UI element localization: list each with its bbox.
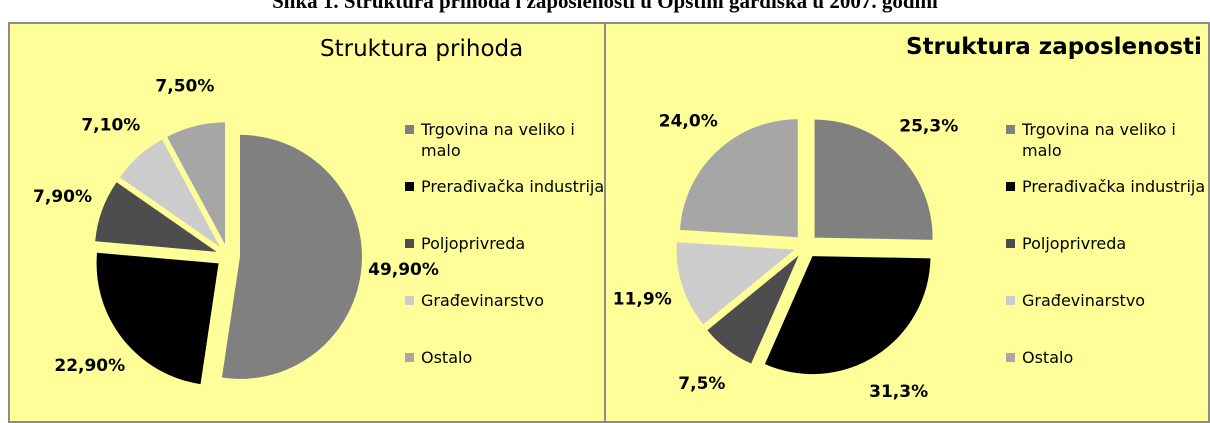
- data-label: 7,50%: [155, 76, 214, 96]
- data-label: 22,90%: [54, 356, 125, 376]
- legend-label: Poljoprivreda: [421, 234, 526, 253]
- legend-swatch: [1006, 182, 1015, 191]
- pie-slice: [707, 255, 799, 364]
- pie-slice: [676, 242, 795, 325]
- legend-entry: Građevinarstvo: [405, 290, 604, 311]
- chart-title: Struktura zaposlenosti: [906, 34, 1202, 60]
- data-label: 25,3%: [899, 117, 958, 137]
- pie-chart: 49,90% 22,90% 7,90% 7,10% 7,50%: [33, 76, 439, 385]
- legend-label: Građevinarstvo: [1022, 291, 1146, 310]
- legend-entry: Građevinarstvo: [1006, 290, 1207, 311]
- pie-slice: [680, 119, 798, 238]
- chart-title: Struktura prihoda: [320, 36, 524, 62]
- data-label: 11,9%: [613, 290, 672, 310]
- legend-entry: Poljoprivreda: [405, 233, 604, 254]
- legend-label: Građevinarstvo: [421, 291, 545, 310]
- pie-slice: [814, 119, 933, 240]
- legend-label: Prerađivačka industrija: [421, 177, 605, 196]
- legend-swatch: [1006, 296, 1015, 305]
- legend-swatch: [405, 182, 414, 191]
- legend-swatch: [1006, 239, 1015, 248]
- legend-label: Trgovina na veliko i malo: [421, 120, 575, 160]
- data-label: 7,10%: [81, 116, 140, 136]
- legend-swatch: [405, 296, 414, 305]
- pie-slice: [119, 139, 221, 248]
- legend-entry: Ostalo: [405, 347, 604, 368]
- legend-entry: Trgovina na veliko i malo: [1006, 119, 1207, 161]
- data-label: 49,90%: [368, 260, 439, 280]
- pie-slice: [95, 182, 217, 252]
- legend-label: Poljoprivreda: [1022, 234, 1127, 253]
- chart-panel: 25,3% 31,3% 7,5% 11,9% 24,0% Struktura zaposl…: [604, 22, 1210, 423]
- legend-swatch: [1006, 125, 1015, 134]
- legend-label: Ostalo: [1022, 348, 1074, 367]
- legend-entry: Trgovina na veliko i malo: [405, 119, 604, 161]
- legend-swatch: [1006, 353, 1015, 362]
- legend-entry: Poljoprivreda: [1006, 233, 1207, 254]
- legend-swatch: [405, 353, 414, 362]
- pie-chart: 25,3% 31,3% 7,5% 11,9% 24,0%: [613, 112, 958, 402]
- data-label: 7,90%: [33, 187, 92, 207]
- legend-swatch: [405, 239, 414, 248]
- legend-label: Prerađivačka industrija: [1022, 177, 1206, 196]
- data-label: 31,3%: [869, 382, 928, 402]
- legend-entry: Prerađivačka industrija: [1006, 176, 1207, 197]
- pie-slice: [764, 256, 931, 375]
- legend-label: Trgovina na veliko i malo: [1022, 120, 1176, 160]
- data-label: 24,0%: [659, 112, 718, 132]
- chart-panel: 49,90% 22,90% 7,90% 7,10% 7,50% Struktura pri…: [8, 22, 606, 423]
- legend-swatch: [405, 125, 414, 134]
- pie-slice: [221, 134, 362, 379]
- data-label: 7,5%: [678, 374, 725, 394]
- pie-slice: [96, 252, 219, 385]
- pie-slice: [167, 122, 226, 245]
- legend-entry: Ostalo: [1006, 347, 1207, 368]
- legend-entry: Prerađivačka industrija: [405, 176, 605, 197]
- caption: Slika 1. Struktura prihoda i zaposlenost…: [272, 0, 938, 13]
- legend-label: Ostalo: [421, 348, 473, 367]
